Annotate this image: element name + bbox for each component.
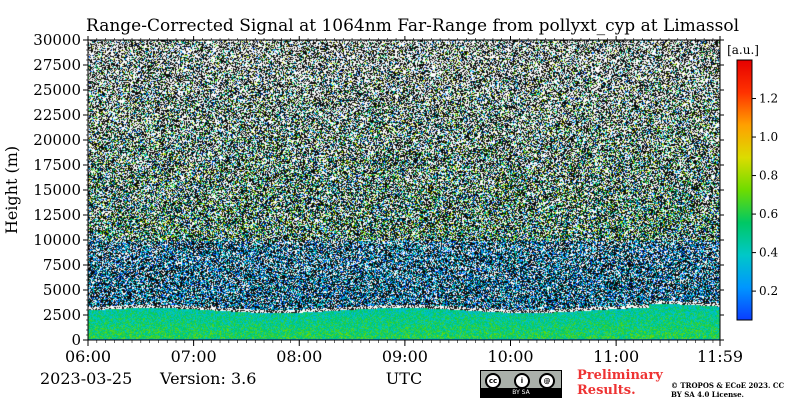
date-label: 2023-03-25: [40, 369, 133, 388]
cc-license-badge: cc i @ BY SA: [480, 370, 562, 398]
colorbar-tick-label: 1.2: [759, 92, 778, 106]
colorbar-tick-label: 0.4: [759, 246, 778, 260]
colorbar: [736, 59, 753, 321]
y-tick-label: 0: [71, 331, 81, 349]
x-tick-label: 11:59: [697, 347, 743, 366]
y-axis-label: Height (m): [2, 146, 21, 234]
x-tick-label: 09:00: [382, 347, 428, 366]
colorbar-tick-label: 0.8: [759, 169, 778, 183]
chart-title: Range-Corrected Signal at 1064nm Far-Ran…: [86, 16, 740, 36]
y-tick-label: 15000: [33, 181, 81, 199]
x-tick-label: 11:00: [593, 347, 639, 366]
plot-frame: [87, 39, 721, 341]
x-tick-label: 06:00: [65, 347, 111, 366]
y-tick-label: 17500: [33, 156, 81, 174]
preliminary-note: Preliminary Results.: [577, 368, 663, 398]
heatmap-plot-area: [88, 40, 720, 340]
y-tick-label: 10000: [33, 231, 81, 249]
y-tick-label: 12500: [33, 206, 81, 224]
colorbar-tick-label: 0.6: [759, 207, 778, 221]
y-tick-label: 30000: [33, 31, 81, 49]
y-tick-label: 22500: [33, 106, 81, 124]
y-tick-label: 20000: [33, 131, 81, 149]
version-label: Version: 3.6: [160, 369, 257, 388]
x-axis-label: UTC: [386, 369, 422, 388]
cc-badge-text: BY SA: [481, 388, 561, 397]
colorbar-tick-label: 0.2: [759, 284, 778, 298]
y-tick-label: 25000: [33, 81, 81, 99]
y-tick-label: 5000: [43, 281, 81, 299]
cc-icon: cc: [485, 373, 501, 389]
license-note: © TROPOS & ECoE 2023. CC BY SA 4.0 Licen…: [671, 381, 785, 399]
colorbar-tick-label: 1.0: [759, 130, 778, 144]
y-tick-label: 27500: [33, 56, 81, 74]
sa-icon: @: [539, 373, 555, 389]
y-tick-label: 2500: [43, 306, 81, 324]
x-tick-label: 07:00: [171, 347, 217, 366]
y-tick-label: 7500: [43, 256, 81, 274]
x-tick-label: 08:00: [276, 347, 322, 366]
x-tick-label: 10:00: [487, 347, 533, 366]
colorbar-label: [a.u.]: [727, 43, 759, 57]
by-icon: i: [514, 373, 530, 389]
